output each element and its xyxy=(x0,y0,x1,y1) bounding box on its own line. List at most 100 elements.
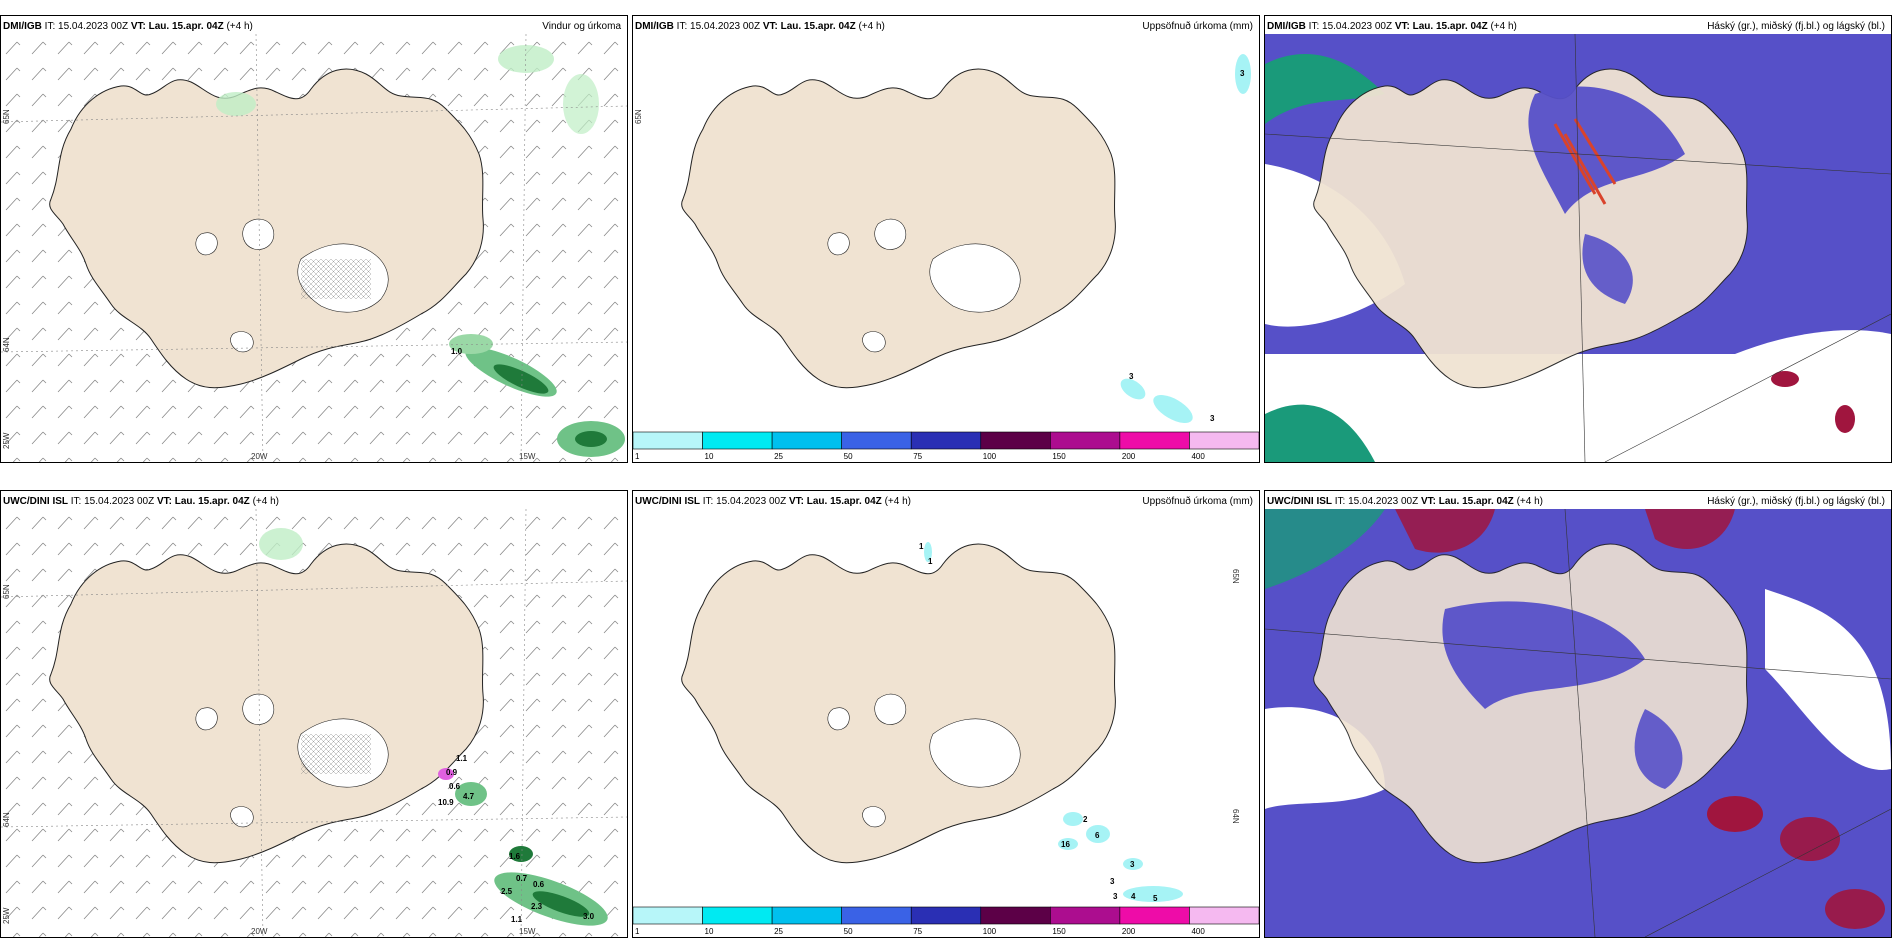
precip-value: 3 xyxy=(1129,372,1134,381)
model-name: DMI/IGB xyxy=(635,21,674,32)
precip-value: 1.6 xyxy=(509,852,521,861)
colorbar-tick: 50 xyxy=(844,452,853,461)
valid-time: Lau. 15.apr. 04Z xyxy=(806,496,882,507)
colorbar-tick: 100 xyxy=(983,927,997,936)
colorbar-swatch xyxy=(702,906,773,925)
precip-value: 4 xyxy=(1131,892,1136,901)
colorbar-swatch xyxy=(1050,906,1121,925)
lat-label: 65N xyxy=(2,109,11,124)
precip-value: 1 xyxy=(919,542,924,551)
colorbar-swatch xyxy=(702,431,773,450)
accum-precip-map: 3 3 3 65N xyxy=(633,34,1259,430)
it-label: IT: xyxy=(70,496,82,507)
colorbar-tick: 150 xyxy=(1052,452,1066,461)
colorbar-swatch xyxy=(910,906,982,925)
lead-time: (+4 h) xyxy=(884,496,911,507)
model-name: UWC/DINI ISL xyxy=(1267,496,1332,507)
lat-label: 64N xyxy=(2,337,11,352)
colorbar-swatch xyxy=(1189,906,1259,925)
lead-time: (+4 h) xyxy=(252,496,279,507)
lon-label: 15W xyxy=(519,452,536,461)
vt-label: VT: xyxy=(156,496,172,507)
colorbar-tick: 200 xyxy=(1122,927,1136,936)
precip-value: 2.3 xyxy=(531,902,543,911)
colorbar-swatch xyxy=(633,431,703,450)
precip-band xyxy=(449,334,625,457)
precip-value: 0.6 xyxy=(449,782,461,791)
colorbar-swatch xyxy=(633,906,703,925)
panel-title: Háský (gr.), miðský (fj.bl.) og lágský (… xyxy=(1707,21,1885,32)
panel-header: UWC/DINI ISL IT: 15.04.2023 00Z VT: Lau.… xyxy=(1267,495,1887,509)
precip-value: 1 xyxy=(928,557,933,566)
precip-value: 3 xyxy=(1210,414,1215,423)
panel-title: Uppsöfnuð úrkoma (mm) xyxy=(1142,496,1253,507)
panel-title: Háský (gr.), miðský (fj.bl.) og lágský (… xyxy=(1707,496,1885,507)
it-label: IT: xyxy=(1308,21,1320,32)
colorbar-swatch xyxy=(1119,431,1190,450)
colorbar-tick: 25 xyxy=(774,927,783,936)
vt-label: VT: xyxy=(130,21,146,32)
colorbar-tick: 400 xyxy=(1191,927,1205,936)
cloud-cover-map xyxy=(1265,34,1891,462)
colorbar-tick: 75 xyxy=(913,927,922,936)
valid-time: Lau. 15.apr. 04Z xyxy=(780,21,856,32)
init-time: 15.04.2023 00Z xyxy=(690,21,761,32)
model-name: DMI/IGB xyxy=(3,21,42,32)
colorbar-swatch xyxy=(980,431,1051,450)
colorbar-tick: 100 xyxy=(983,452,997,461)
colorbar-tick: 50 xyxy=(844,927,853,936)
panel-header: DMI/IGB IT: 15.04.2023 00Z VT: Lau. 15.a… xyxy=(3,20,623,34)
colorbar-swatch xyxy=(771,906,842,925)
lat-label: 65N xyxy=(2,584,11,599)
vt-label: VT: xyxy=(1394,21,1410,32)
it-label: IT: xyxy=(702,496,714,507)
lon-label: 25W xyxy=(2,432,11,449)
wind-precip-map: 1.1 0.9 0.6 4.7 10.9 1.6 0.7 0.6 2.5 2.3… xyxy=(1,509,627,937)
panel-dmi-accum-precip: DMI/IGB IT: 15.04.2023 00Z VT: Lau. 15.a… xyxy=(632,15,1260,463)
precip-value: 1.1 xyxy=(511,915,523,924)
panel-title: Uppsöfnuð úrkoma (mm) xyxy=(1142,21,1253,32)
colorbar-swatch xyxy=(1119,906,1190,925)
precip-value: 1.0 xyxy=(451,347,463,356)
panel-header: DMI/IGB IT: 15.04.2023 00Z VT: Lau. 15.a… xyxy=(1267,20,1887,34)
init-time: 15.04.2023 00Z xyxy=(58,21,129,32)
colorbar-swatch xyxy=(1189,431,1259,450)
colorbar-tick: 10 xyxy=(705,927,714,936)
lat-label: 65N xyxy=(634,109,643,124)
model-name: UWC/DINI ISL xyxy=(635,496,700,507)
precip-value: 1.1 xyxy=(456,754,468,763)
vt-label: VT: xyxy=(1420,496,1436,507)
lon-label: 20W xyxy=(251,452,268,461)
valid-time: Lau. 15.apr. 04Z xyxy=(148,21,224,32)
panel-header: UWC/DINI ISL IT: 15.04.2023 00Z VT: Lau.… xyxy=(635,495,1255,509)
init-time: 15.04.2023 00Z xyxy=(84,496,155,507)
accum-precip-map: 1 1 2 6 16 3 3 3 4 5 65N 64N xyxy=(633,509,1259,905)
precip-value: 3 xyxy=(1113,892,1118,901)
colorbar-tick: 150 xyxy=(1052,927,1066,936)
valid-time: Lau. 15.apr. 04Z xyxy=(174,496,250,507)
init-time: 15.04.2023 00Z xyxy=(716,496,787,507)
cloud-cover-map xyxy=(1265,509,1891,937)
colorbar-swatch xyxy=(910,431,982,450)
lead-time: (+4 h) xyxy=(858,21,885,32)
lead-time: (+4 h) xyxy=(1516,496,1543,507)
precip-value: 3 xyxy=(1130,860,1135,869)
colorbar-tick: 1 xyxy=(635,452,640,461)
precip-value: 6 xyxy=(1095,831,1100,840)
colorbar-swatch xyxy=(980,906,1051,925)
colorbar-tick: 75 xyxy=(913,452,922,461)
lat-label: 65N xyxy=(1231,569,1240,584)
colorbar-swatch xyxy=(841,906,912,925)
colorbar-swatch xyxy=(841,431,912,450)
panel-header: UWC/DINI ISL IT: 15.04.2023 00Z VT: Lau.… xyxy=(3,495,623,509)
valid-time: Lau. 15.apr. 04Z xyxy=(1438,496,1514,507)
panel-uwc-wind-precip: UWC/DINI ISL IT: 15.04.2023 00Z VT: Lau.… xyxy=(0,490,628,938)
vt-label: VT: xyxy=(762,21,778,32)
colorbar-swatch xyxy=(771,431,842,450)
init-time: 15.04.2023 00Z xyxy=(1348,496,1419,507)
colorbar-tick: 25 xyxy=(774,452,783,461)
lat-label: 64N xyxy=(2,812,11,827)
lead-time: (+4 h) xyxy=(226,21,253,32)
precip-value: 10.9 xyxy=(438,798,454,807)
panel-title: Vindur og úrkoma xyxy=(542,21,621,32)
